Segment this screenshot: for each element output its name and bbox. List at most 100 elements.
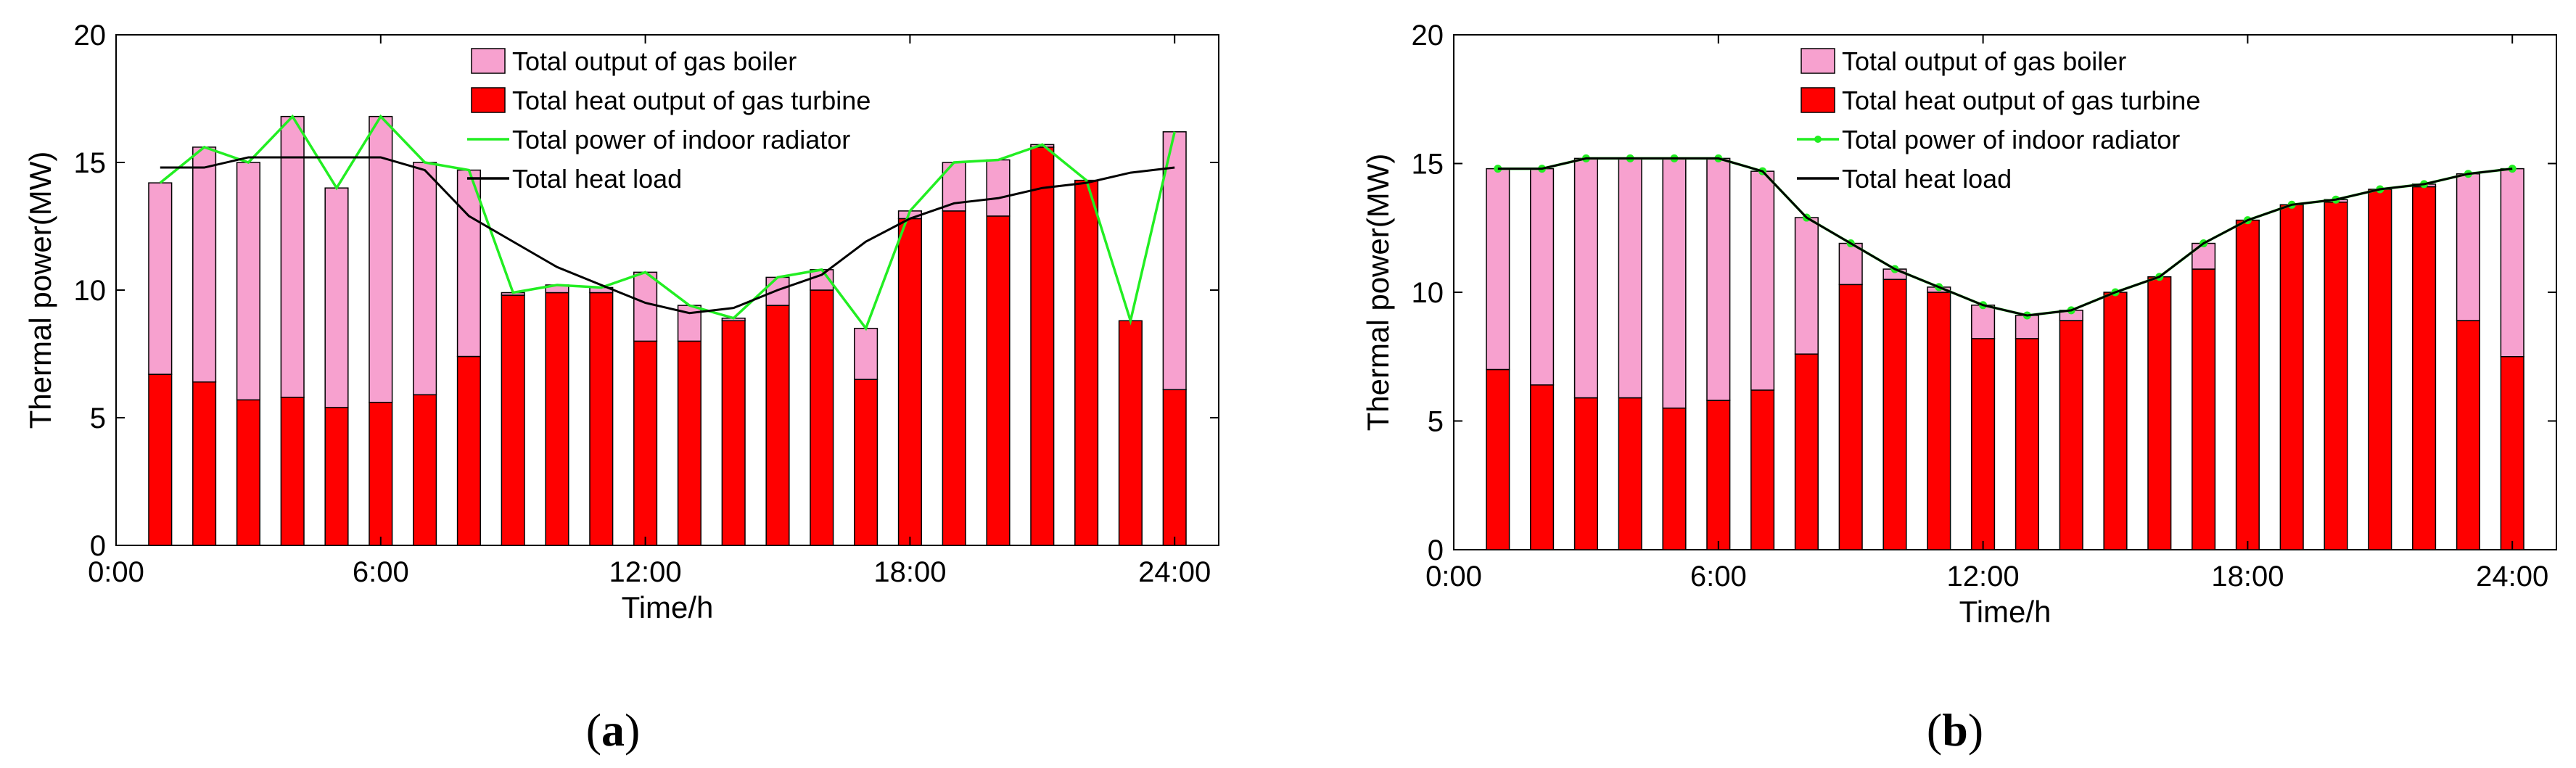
legend-swatch <box>471 48 506 74</box>
legend-swatch <box>1801 48 1835 74</box>
bar-gas-turbine <box>1750 389 1775 550</box>
bar-gas-turbine <box>1118 320 1143 546</box>
bar-gas-turbine <box>810 289 834 546</box>
bar-gas-boiler <box>456 169 481 358</box>
bar-gas-boiler <box>413 162 437 396</box>
y-tick-label: 0 <box>90 530 106 562</box>
caption-a: (a) <box>586 704 641 756</box>
x-tick-label: 12:00 <box>1947 561 2020 592</box>
bar-gas-turbine <box>501 294 525 546</box>
bar-gas-turbine <box>1927 292 1951 550</box>
bar-gas-turbine <box>1162 389 1187 546</box>
chart-panel-a: 0 5 10 15 20 0:00 6:00 12:00 18:00 24:00 Time/h The… <box>23 20 1219 624</box>
x-axis-label: Time/h <box>1959 595 2052 629</box>
bar-gas-turbine <box>721 320 746 546</box>
bar-gas-turbine <box>1794 353 1819 550</box>
bar-gas-turbine <box>148 373 173 546</box>
bar-gas-boiler <box>324 187 349 408</box>
bar-gas-turbine <box>1838 284 1863 550</box>
bar-gas-turbine <box>545 292 569 546</box>
bar-gas-boiler <box>1794 217 1819 355</box>
y-tick-label: 5 <box>90 402 106 434</box>
bar-gas-turbine <box>2456 320 2480 550</box>
bar-gas-boiler <box>1486 168 1510 371</box>
bar-gas-turbine <box>1662 408 1687 550</box>
bar-gas-boiler <box>854 328 878 380</box>
bar-gas-turbine <box>2235 219 2260 550</box>
bar-gas-turbine <box>280 397 305 546</box>
bar-gas-turbine <box>589 292 614 546</box>
bar-gas-boiler <box>765 276 790 306</box>
bar-gas-turbine <box>1971 338 1996 550</box>
y-tick-label: 15 <box>74 147 107 179</box>
y-axis-label: Thermal power(MW) <box>1361 154 1395 432</box>
bar-gas-turbine <box>2368 189 2392 550</box>
bar-gas-boiler <box>1971 305 1996 339</box>
line-heat-load <box>160 156 1175 315</box>
bar-gas-turbine <box>2412 186 2437 550</box>
caption-b: (b) <box>1927 704 1983 756</box>
x-axis-label: Time/h <box>622 590 714 624</box>
bar-gas-turbine <box>324 407 349 546</box>
legend-label: Total heat load <box>512 164 682 194</box>
legend-label: Total output of gas boiler <box>1842 46 2126 76</box>
y-tick-label: 20 <box>1412 20 1444 51</box>
legend-label: Total heat output of gas turbine <box>1842 86 2200 115</box>
line-indoor-radiator <box>159 114 1176 331</box>
bar-gas-boiler <box>1750 170 1775 391</box>
bar-gas-boiler <box>369 115 393 403</box>
bar-gas-turbine <box>369 402 393 546</box>
legend-label: Total heat output of gas turbine <box>512 86 871 115</box>
y-tick-label: 15 <box>1412 149 1444 181</box>
bar-gas-turbine <box>897 218 922 546</box>
bar-gas-turbine <box>1486 368 1510 550</box>
bar-gas-turbine <box>986 215 1011 546</box>
bar-gas-turbine <box>192 381 217 546</box>
bar-gas-boiler <box>2456 173 2480 321</box>
x-tick-label: 24:00 <box>1138 556 1211 588</box>
bar-gas-turbine <box>2324 202 2348 550</box>
x-tick-label: 24:00 <box>2476 561 2548 592</box>
bar-gas-boiler <box>1162 131 1187 391</box>
y-tick-label: 20 <box>74 20 107 51</box>
bar-gas-boiler <box>236 162 260 401</box>
x-tick-label: 0:00 <box>1425 561 1482 592</box>
bar-gas-boiler <box>1530 168 1555 386</box>
bar-gas-boiler <box>192 146 217 383</box>
legend-label: Total output of gas boiler <box>512 46 797 76</box>
legend-label: Total heat load <box>1842 164 2012 194</box>
bar-gas-turbine <box>2015 338 2039 550</box>
bar-gas-boiler <box>1573 157 1598 399</box>
bar-gas-turbine <box>677 340 701 546</box>
bar-gas-boiler <box>1618 157 1642 399</box>
y-tick-label: 10 <box>74 275 107 307</box>
y-axis-label: Thermal power(MW) <box>23 152 57 429</box>
bar-gas-turbine <box>1030 146 1055 546</box>
x-tick-label: 18:00 <box>2211 561 2284 592</box>
legend-label: Total power of indoor radiator <box>512 125 850 154</box>
legend-swatch <box>1801 87 1835 113</box>
bar-gas-turbine <box>456 355 481 546</box>
legend-swatch <box>471 87 506 113</box>
bar-gas-turbine <box>1706 400 1731 550</box>
bar-gas-turbine <box>633 340 658 546</box>
bar-gas-boiler <box>633 271 658 342</box>
bar-gas-turbine <box>2147 276 2172 550</box>
bar-gas-turbine <box>1074 179 1099 546</box>
bar-gas-boiler <box>986 159 1011 217</box>
bar-gas-turbine <box>2500 356 2524 550</box>
bar-gas-turbine <box>1618 397 1642 550</box>
chart-panel-b: 0 5 10 15 20 0:00 6:00 12:00 18:00 24:00 Time/h The… <box>1361 20 2557 629</box>
bar-gas-turbine <box>236 399 260 546</box>
legend-marker <box>1814 136 1822 143</box>
bar-gas-turbine <box>2192 268 2216 550</box>
x-tick-label: 0:00 <box>88 556 144 588</box>
y-tick-label: 10 <box>1412 277 1444 309</box>
bar-gas-boiler <box>2500 168 2524 358</box>
bar-gas-boiler <box>1662 157 1687 409</box>
legend-label: Total power of indoor radiator <box>1842 125 2180 154</box>
bar-gas-turbine <box>1882 278 1907 550</box>
bar-gas-boiler <box>280 115 305 398</box>
y-tick-label: 0 <box>1428 534 1444 566</box>
bar-gas-turbine <box>1573 397 1598 550</box>
